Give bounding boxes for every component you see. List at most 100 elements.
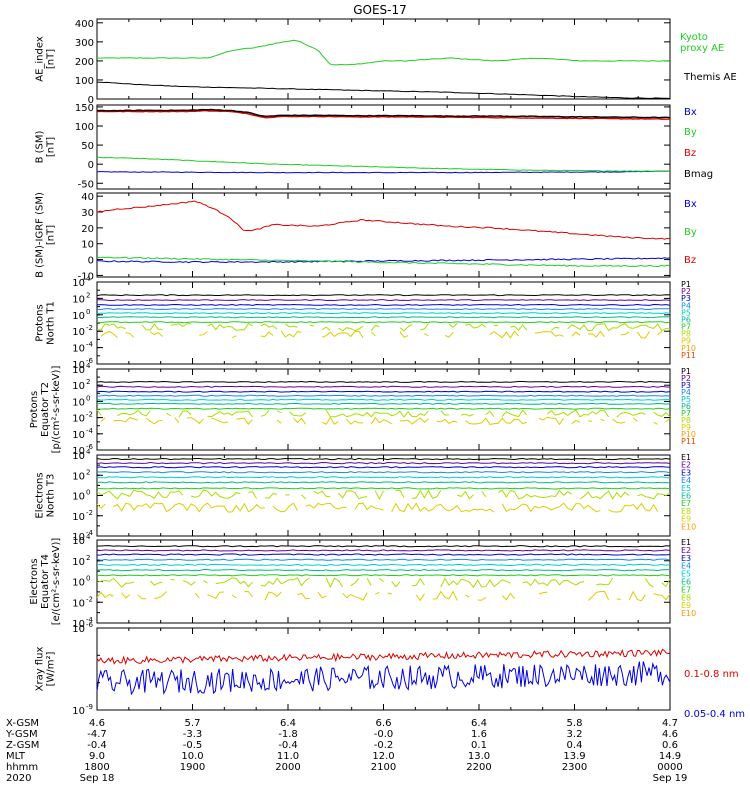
en-ytick-exp: 0: [86, 489, 90, 497]
pe-channel: [100, 416, 671, 426]
ae-ytick-label: 300: [75, 38, 94, 49]
axis-row-value: 10.0: [181, 751, 203, 762]
ee-ytick-exp: 2: [86, 554, 90, 562]
pn-channel: [100, 330, 663, 339]
bigrf-ylabel-line: B (SM)-IGRF (SM): [35, 192, 46, 278]
pn-ylabel-line: Protons: [35, 304, 46, 341]
en-ytick-label: 10: [72, 532, 85, 543]
en-ylabel-line: North T3: [46, 474, 57, 518]
pn-channel-seg: [493, 324, 499, 327]
pe-channel-seg: [588, 420, 593, 422]
ee-ylabel-line: Electrons: [29, 558, 40, 604]
pn-channel: [96, 294, 671, 297]
axis-row-value: 0.6: [662, 740, 678, 751]
axis-row-value: -3.3: [183, 729, 203, 740]
ee-channel-seg: [215, 577, 253, 588]
en-ylabel: Electrons North T3: [35, 472, 57, 518]
pn-channel-seg: [444, 331, 454, 338]
ee-channel-seg: [97, 545, 671, 548]
en-label-e8: E8: [681, 507, 691, 516]
ee-channel-seg: [96, 577, 134, 588]
bigrf-legend-bz: Bz: [684, 255, 696, 266]
pe-label-p5: P5: [681, 395, 691, 404]
pe-channel-seg: [399, 417, 429, 425]
ee-channel-seg: [375, 591, 380, 595]
en-channel-seg: [374, 490, 384, 501]
pe-channel-seg: [321, 416, 339, 425]
axis-row-value: 4.6: [89, 718, 105, 729]
ee-channel: [96, 568, 671, 572]
pe-channel: [97, 407, 671, 410]
pn-channel-seg: [260, 331, 274, 338]
ee-channel: [96, 549, 671, 552]
bsm-series-line: [96, 109, 671, 120]
bigrf-series-bz: [96, 200, 671, 240]
ee-ytick-label: 10: [72, 557, 85, 568]
pn-channel-seg: [636, 331, 650, 339]
ee-channel-seg: [231, 594, 237, 599]
bigrf-ytick-label: 10: [81, 240, 94, 251]
pn-ytick-exp: 2: [86, 291, 90, 299]
xray-ylabel: Xray flux [W/m²]: [35, 647, 57, 692]
ee-label-e9: E9: [681, 601, 691, 610]
pn-channel-seg: [96, 321, 671, 324]
pe-channel-seg: [178, 410, 192, 418]
axis-row-value: 5.8: [567, 718, 583, 729]
en-ytick-label: 10: [72, 492, 85, 503]
bigrf-series-bx: [96, 257, 671, 264]
ee-channel-seg: [432, 590, 458, 601]
ee-channel-seg: [522, 578, 585, 587]
pe-label-p8: P8: [681, 416, 691, 425]
pe-channel-seg: [289, 411, 307, 417]
en-channel-seg: [313, 490, 331, 498]
pe-channel-seg: [546, 409, 610, 418]
pe-channel-seg: [96, 385, 671, 388]
pn-channel-seg: [100, 330, 118, 338]
axis-row-label: X-GSM: [6, 718, 39, 729]
pe-channel-seg: [97, 407, 671, 410]
bsm-ytick-label: 50: [81, 141, 94, 152]
bsm-series-line: [96, 108, 671, 119]
en-channel-seg: [457, 490, 474, 500]
axis-row-label: Y-GSM: [5, 729, 38, 740]
en-channel: [96, 487, 671, 490]
pn-channel: [97, 316, 671, 319]
ee-channel-seg: [182, 580, 196, 586]
ae-series-line: [96, 39, 671, 66]
pn-channel: [96, 303, 671, 307]
en-channel: [96, 457, 671, 461]
en-label-e3: E3: [681, 468, 691, 477]
en-channel-seg: [501, 502, 601, 513]
ae-series-kyoto: [96, 39, 671, 66]
ee-channel-seg: [628, 590, 646, 602]
ee-channel-seg: [440, 577, 511, 589]
axis-row-value: 1900: [180, 762, 205, 773]
axis-row-value: 0.1: [471, 740, 487, 751]
ee-channel-seg: [350, 577, 360, 587]
en-channel: [96, 466, 671, 469]
ee-channel-seg: [137, 594, 147, 600]
ee-channel-seg: [587, 590, 610, 601]
bsm-series-bz: [96, 109, 671, 120]
axis-row-value: 2200: [466, 762, 491, 773]
pe-channel-seg: [276, 410, 282, 414]
pe-ytick-label: 10: [72, 381, 85, 392]
axis-row-value: -0.4: [87, 740, 107, 751]
axis-row-value: 11.0: [277, 751, 299, 762]
ee-channel: [96, 574, 671, 577]
xray-series-long: [96, 648, 670, 666]
pe-channel-seg: [571, 419, 581, 425]
pe-channel-seg: [207, 410, 253, 418]
axis-row-value: 13.9: [563, 751, 585, 762]
bsm-series-line: [96, 156, 671, 172]
en-channel-seg: [412, 489, 442, 500]
pn-channel-seg: [207, 322, 253, 331]
page-title: GOES-17: [353, 3, 407, 17]
ee-label-e5: E5: [681, 570, 691, 579]
en-label-e9: E9: [681, 515, 691, 524]
bsm-series-line: [96, 170, 671, 174]
ee-channel-seg: [96, 553, 671, 556]
ae-ytick-label: 100: [75, 76, 94, 87]
